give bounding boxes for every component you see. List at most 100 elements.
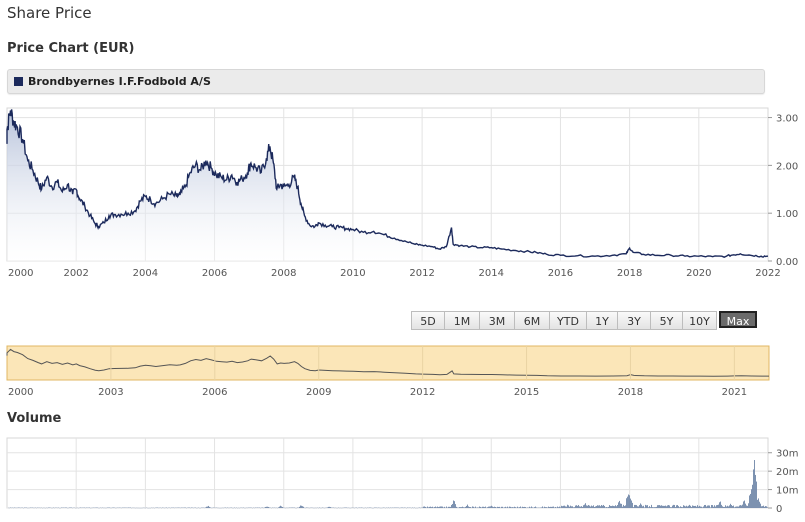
legend-bar[interactable]: Brondbyernes I.F.Fodbold A/S [7, 69, 765, 94]
range-button-ytd[interactable]: YTD [550, 311, 587, 330]
volume-bar [505, 507, 506, 508]
volume-bar [691, 507, 692, 508]
volume-bar [552, 507, 553, 508]
volume-bar [536, 507, 537, 508]
volume-bar [685, 506, 686, 508]
volume-bar [688, 506, 689, 508]
volume-bar [700, 507, 701, 508]
x-tick-label: 2012 [409, 268, 434, 279]
volume-bar [714, 505, 715, 508]
volume-bar [580, 507, 581, 508]
volume-bar [651, 505, 652, 508]
volume-bar [495, 507, 496, 508]
volume-bar [747, 506, 748, 508]
volume-bar [619, 501, 620, 508]
volume-bar [566, 507, 567, 508]
volume-bar [303, 507, 304, 508]
volume-bar [694, 506, 695, 508]
volume-bar [301, 506, 302, 508]
volume-bar [638, 506, 639, 508]
volume-bar [302, 506, 303, 508]
range-button-5d[interactable]: 5D [411, 311, 445, 330]
volume-bar [624, 506, 625, 508]
volume-bar [666, 506, 667, 508]
volume-y-tick-label: 10m [776, 486, 798, 497]
volume-bar [749, 495, 750, 508]
volume-bar [267, 507, 268, 508]
navigator-x-tick-label: 2003 [98, 387, 123, 398]
volume-bar [682, 507, 683, 508]
volume-bar [753, 469, 754, 508]
volume-bar [593, 505, 594, 508]
volume-bar [721, 505, 722, 508]
volume-bar [530, 507, 531, 508]
volume-bar [461, 507, 462, 508]
range-button-1m[interactable]: 1M [445, 311, 480, 330]
volume-bar [427, 507, 428, 508]
range-button-1y[interactable]: 1Y [587, 311, 618, 330]
volume-bar [481, 507, 482, 508]
volume-bar [450, 507, 451, 508]
volume-bar [477, 507, 478, 508]
volume-bar [520, 507, 521, 508]
volume-bar [513, 507, 514, 508]
range-button-3y[interactable]: 3Y [618, 311, 651, 330]
volume-bar [662, 506, 663, 508]
volume-bar [710, 507, 711, 508]
range-button-10y[interactable]: 10Y [683, 311, 717, 330]
volume-bar [740, 505, 741, 508]
volume-bar [661, 505, 662, 508]
volume-bar [618, 502, 619, 508]
volume-bar [748, 503, 749, 508]
navigator-selection[interactable] [7, 346, 769, 380]
volume-bar [470, 507, 471, 508]
volume-bar [440, 506, 441, 508]
volume-bar [606, 507, 607, 508]
volume-bar [648, 507, 649, 508]
volume-bar [663, 506, 664, 508]
volume-bar [693, 506, 694, 508]
volume-bar [649, 506, 650, 508]
volume-bar [587, 506, 588, 508]
volume-bar [206, 507, 207, 508]
volume-bar [266, 507, 267, 508]
volume-bar [670, 507, 671, 508]
range-button-5y[interactable]: 5Y [651, 311, 683, 330]
volume-bar [502, 507, 503, 508]
volume-bar [570, 506, 571, 508]
volume-bar [592, 506, 593, 508]
volume-bar [744, 501, 745, 508]
volume-bar [732, 506, 733, 508]
volume-bar [594, 507, 595, 508]
volume-bar [702, 507, 703, 508]
volume-bar [602, 506, 603, 508]
volume-bar [599, 505, 600, 508]
range-button-max[interactable]: Max [719, 311, 757, 328]
volume-bar [545, 507, 546, 508]
volume-bar [454, 501, 455, 508]
volume-bar [591, 506, 592, 508]
page-title: Share Price [7, 4, 92, 22]
volume-bar [437, 507, 438, 508]
x-tick-label: 2002 [63, 268, 88, 279]
volume-bar [434, 507, 435, 508]
volume-bar [746, 505, 747, 508]
volume-bar [625, 505, 626, 508]
navigator-x-tick-label: 2009 [306, 387, 331, 398]
range-button-6m[interactable]: 6M [515, 311, 550, 330]
range-button-3m[interactable]: 3M [480, 311, 515, 330]
volume-bar [708, 505, 709, 508]
volume-bar [725, 505, 726, 508]
volume-bar [330, 507, 331, 508]
volume-bar [733, 506, 734, 508]
volume-bar [730, 504, 731, 508]
volume-bar [634, 505, 635, 508]
volume-bar [687, 507, 688, 508]
price-chart-title: Price Chart (EUR) [7, 41, 135, 56]
volume-bar [463, 507, 464, 508]
volume-bar [576, 505, 577, 508]
